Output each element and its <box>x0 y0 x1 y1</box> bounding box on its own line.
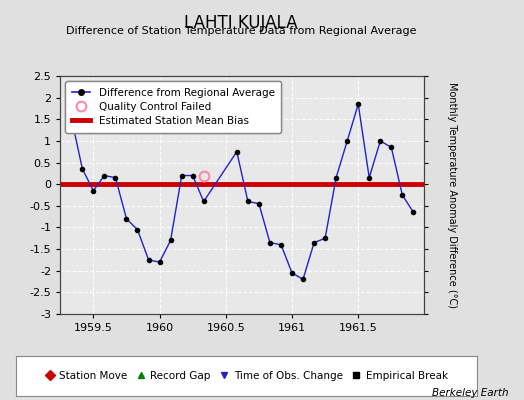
Legend: Station Move, Record Gap, Time of Obs. Change, Empirical Break: Station Move, Record Gap, Time of Obs. C… <box>41 368 451 384</box>
Legend: Difference from Regional Average, Quality Control Failed, Estimated Station Mean: Difference from Regional Average, Qualit… <box>66 81 281 133</box>
Text: Difference of Station Temperature Data from Regional Average: Difference of Station Temperature Data f… <box>66 26 416 36</box>
Text: Berkeley Earth: Berkeley Earth <box>432 388 508 398</box>
Y-axis label: Monthly Temperature Anomaly Difference (°C): Monthly Temperature Anomaly Difference (… <box>447 82 457 308</box>
Text: LAHTI KUJALA: LAHTI KUJALA <box>184 14 298 32</box>
